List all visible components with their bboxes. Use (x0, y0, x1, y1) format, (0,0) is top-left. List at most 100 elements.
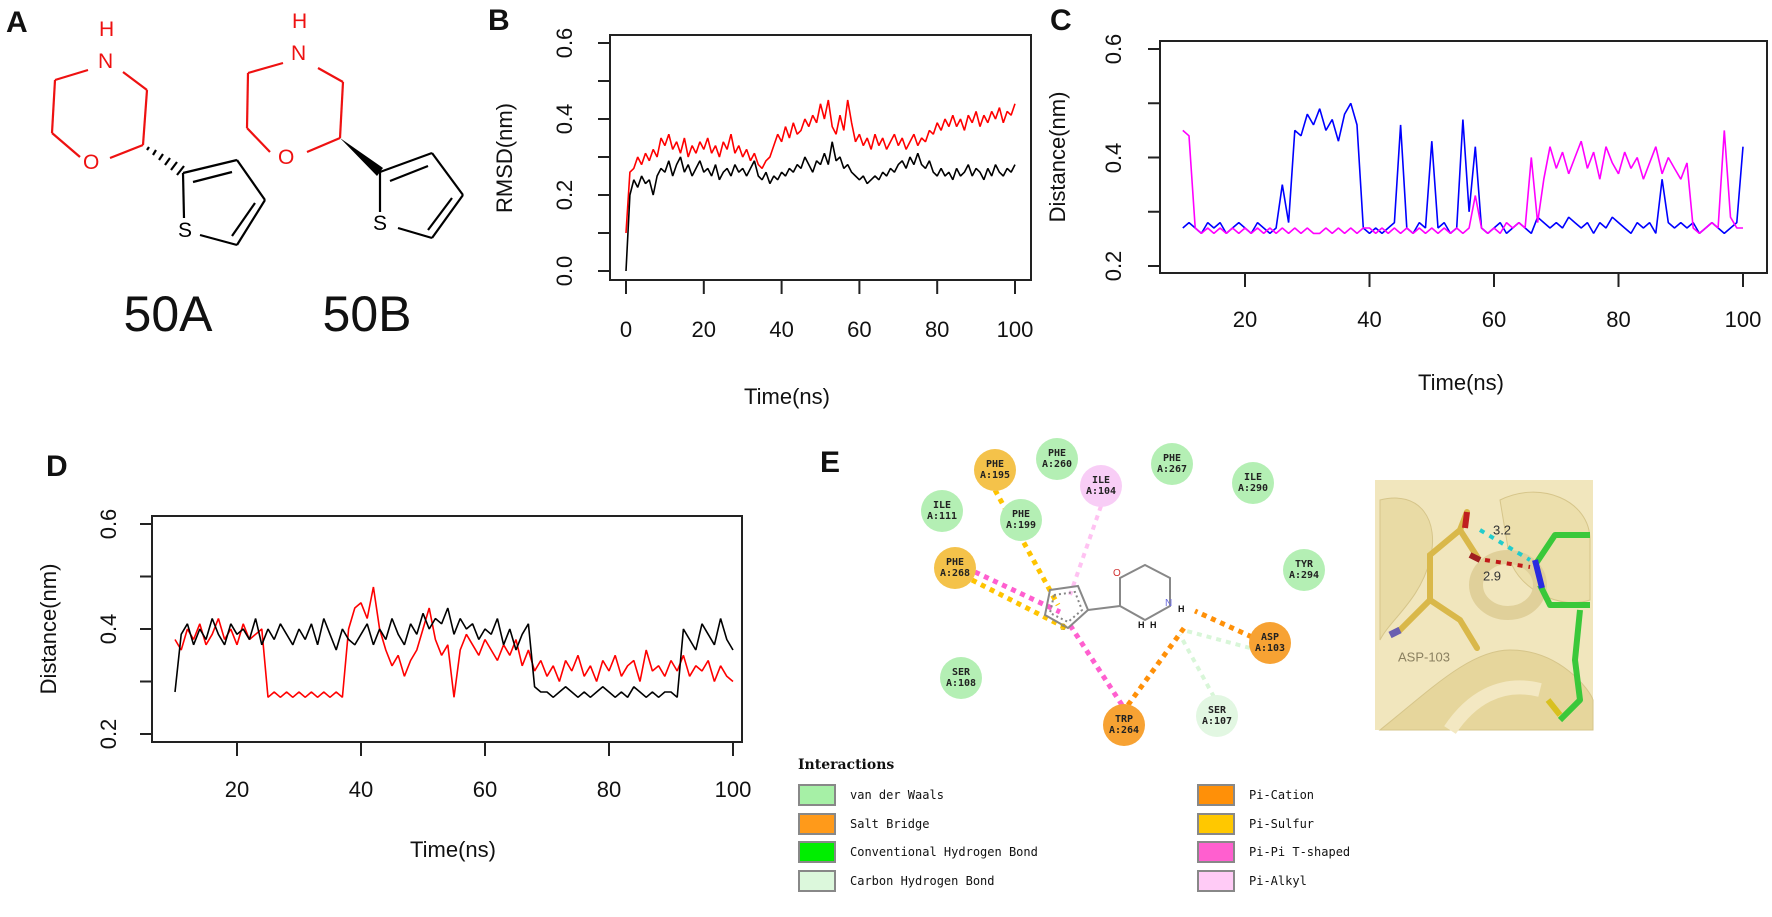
molecule-50a-structure (50, 68, 266, 247)
residue-trp-264: TRP A:264 (1103, 704, 1145, 746)
residue-name: PHE (1047, 448, 1067, 459)
residue-id: A:111 (926, 511, 958, 522)
ligand-atom-s: S (1060, 622, 1067, 632)
residue-id: A:103 (1254, 643, 1286, 654)
residue-ser-107: SER A:107 (1196, 695, 1238, 737)
panel-label-e: E (820, 446, 841, 479)
hashed-bond (146, 146, 185, 176)
atom-o: O (278, 146, 295, 169)
y-tick-label: 0.2 (96, 718, 121, 750)
series-line-d-red (174, 586, 734, 698)
x-tick-label: 80 (924, 317, 950, 342)
x-tick-label: 60 (472, 777, 498, 802)
residue-id: A:264 (1108, 725, 1140, 736)
legend-item: Conventional Hydrogen Bond (798, 840, 1038, 864)
y-axis-title: RMSD(nm) (492, 102, 517, 213)
legend-item: Pi-Alkyl (1197, 869, 1307, 893)
residue-ser-108: SER A:108 (940, 657, 982, 699)
series-line-d-black (174, 607, 734, 698)
y-tick-label: 0.0 (552, 255, 577, 287)
residue-name: SER (1207, 705, 1227, 716)
atom-h: H (292, 10, 308, 33)
legend-title: Interactions (798, 757, 895, 773)
residue-tyr-294: TYR A:294 (1283, 549, 1325, 591)
residue-id: A:108 (945, 678, 977, 689)
legend-item: Salt Bridge (798, 812, 929, 836)
residue-name: PHE (1011, 509, 1031, 520)
legend-swatch (798, 784, 836, 806)
x-tick-label: 40 (769, 317, 794, 342)
molecule-name: 50B (322, 286, 412, 342)
atom-n: N (291, 42, 307, 65)
series-line-c-magenta (1182, 129, 1743, 235)
y-tick-label: 0.2 (1101, 250, 1126, 282)
ligand-atom-h: H (1150, 620, 1157, 630)
x-tick-label: 100 (996, 317, 1034, 342)
legend-item: Pi-Cation (1197, 783, 1314, 807)
ligand-2d-structure (1043, 563, 1171, 630)
residue-id: A:267 (1156, 464, 1188, 475)
residue-phe-267: PHE A:267 (1151, 443, 1193, 485)
series-line-b-black (625, 141, 1016, 272)
atom-s: S (373, 212, 388, 235)
distance-label-1: 3.2 (1492, 522, 1512, 538)
molecule-50b-structure (245, 61, 464, 240)
legend-item: Carbon Hydrogen Bond (798, 869, 995, 893)
binding-pose-image (1375, 480, 1594, 735)
y-tick-label: 0.4 (1101, 142, 1126, 173)
residue-name: ILE (1243, 472, 1263, 483)
x-tick-label: 60 (1481, 307, 1507, 332)
y-axis-title: Distance(nm) (1045, 91, 1070, 223)
legend-swatch (798, 812, 836, 835)
ligand-atom-n: N (1165, 598, 1173, 609)
plot-frame-d (151, 515, 743, 743)
residue-name: TYR (1294, 559, 1314, 570)
residue-id: A:199 (1005, 520, 1037, 531)
plot-frame-c (1159, 40, 1768, 274)
series-line-c-blue (1182, 102, 1744, 235)
x-tick-label: 60 (847, 317, 872, 342)
residue-phe-195: PHE A:195 (974, 449, 1016, 491)
series-line-b-red (625, 99, 1016, 234)
y-tick-label: 0.6 (1101, 33, 1126, 65)
residue-name: ASP (1260, 632, 1280, 643)
residue-id: A:290 (1237, 483, 1269, 494)
y-tick-label: 0.6 (552, 27, 577, 59)
y-tick-label: 0.6 (96, 508, 121, 540)
x-tick-label: 0 (619, 317, 633, 342)
panel-label-b: B (488, 4, 510, 37)
y-tick-label: 0.4 (552, 103, 577, 135)
residue-id: A:268 (939, 568, 971, 579)
legend-label: Carbon Hydrogen Bond (850, 873, 995, 888)
ligand-atom-o: O (1113, 568, 1121, 579)
residue-ile-104: ILE A:104 (1080, 465, 1122, 507)
legend-label: van der Waals (850, 788, 944, 802)
residue-label-asp103: ASP-103 (1397, 649, 1451, 665)
distance-label-2: 2.9 (1482, 568, 1502, 584)
panel-label-a: A (6, 6, 28, 39)
x-axis-title: Time(ns) (410, 837, 496, 862)
residue-name: PHE (1162, 453, 1182, 464)
x-tick-label: 40 (1357, 307, 1382, 332)
legend-label: Conventional Hydrogen Bond (850, 845, 1038, 859)
residue-id: A:195 (979, 470, 1011, 481)
legend-label: Pi-Alkyl (1249, 873, 1307, 888)
x-tick-label: 20 (224, 777, 250, 802)
y-axis-title: Distance(nm) (36, 563, 61, 695)
atom-n: N (98, 50, 114, 73)
atom-h: H (99, 18, 115, 41)
legend-label: Pi-Pi T-shaped (1249, 845, 1351, 859)
x-tick-label: 80 (1606, 307, 1631, 332)
residue-id: A:294 (1288, 570, 1320, 581)
residue-phe-268: PHE A:268 (934, 547, 976, 589)
x-tick-label: 20 (1232, 307, 1258, 332)
residue-name: PHE (985, 459, 1005, 470)
legend-label: Pi-Sulfur (1249, 816, 1315, 831)
panel-label-d: D (46, 450, 68, 483)
y-tick-label: 0.2 (552, 179, 577, 211)
residue-ile-111: ILE A:111 (921, 490, 963, 532)
legend-item: Pi-Sulfur (1197, 812, 1314, 836)
residue-name: SER (951, 667, 971, 678)
